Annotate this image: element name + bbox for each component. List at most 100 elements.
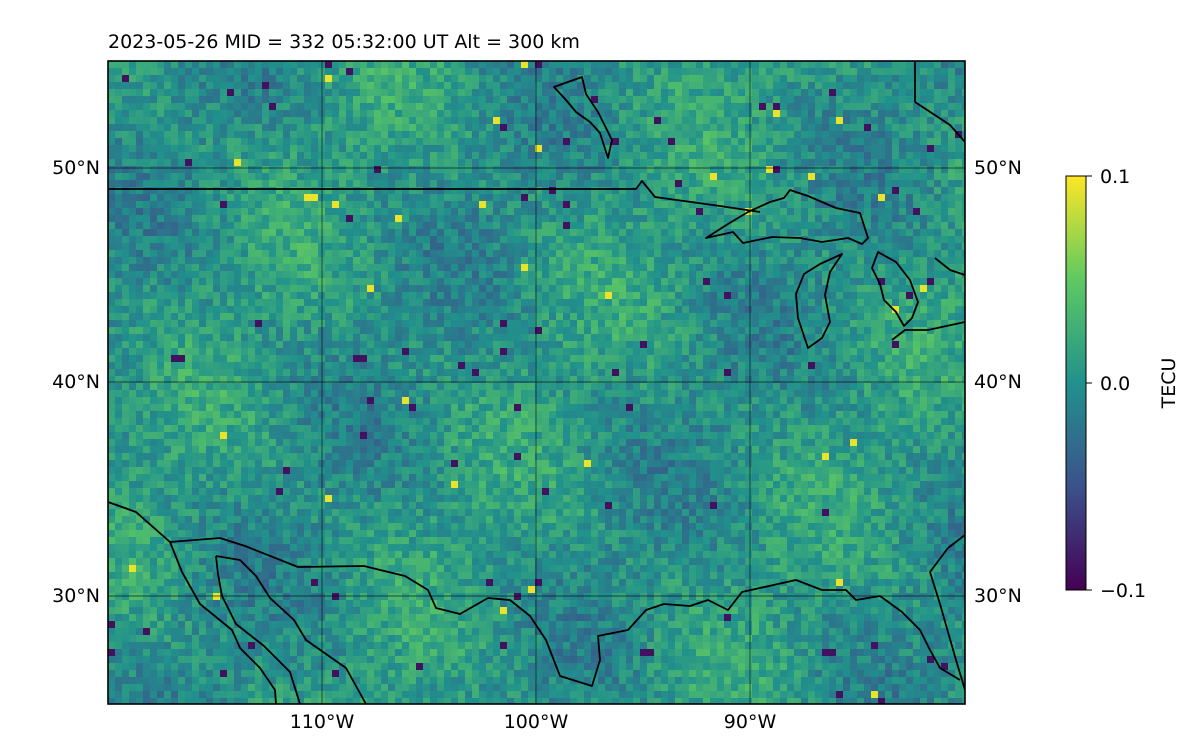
tec-cell xyxy=(290,215,297,222)
tec-cell xyxy=(122,61,129,68)
tec-cell xyxy=(549,131,556,138)
tec-cell xyxy=(794,194,801,201)
tec-cell xyxy=(339,152,346,159)
tec-cell xyxy=(752,278,759,285)
tec-cell xyxy=(542,215,549,222)
tec-cell xyxy=(885,180,892,187)
tec-cell xyxy=(899,327,906,334)
tec-cell xyxy=(717,194,724,201)
tec-cell xyxy=(899,117,906,124)
tec-cell xyxy=(612,166,619,173)
tec-cell xyxy=(171,292,178,299)
tec-cell xyxy=(829,124,836,131)
tec-cell xyxy=(157,145,164,152)
tec-cell xyxy=(206,166,213,173)
tec-cell xyxy=(752,215,759,222)
tec-cell xyxy=(955,299,962,306)
tec-cell xyxy=(885,75,892,82)
tec-cell xyxy=(577,257,584,264)
tec-cell xyxy=(521,243,528,250)
tec-cell xyxy=(423,110,430,117)
tec-cell xyxy=(185,61,192,68)
tec-cell xyxy=(276,327,283,334)
tec-cell xyxy=(745,82,752,89)
tec-cell xyxy=(346,68,353,75)
tec-cell xyxy=(941,208,948,215)
tec-cell xyxy=(808,152,815,159)
tec-cell xyxy=(591,82,598,89)
tec-cell xyxy=(584,250,591,257)
tec-cell xyxy=(115,278,122,285)
tec-cell xyxy=(402,236,409,243)
tec-cell xyxy=(115,292,122,299)
tec-cell xyxy=(626,117,633,124)
tec-cell xyxy=(136,299,143,306)
tec-cell xyxy=(717,96,724,103)
tec-cell xyxy=(143,327,150,334)
tec-cell xyxy=(661,208,668,215)
tec-cell xyxy=(731,292,738,299)
tec-cell xyxy=(430,327,437,334)
tec-cell xyxy=(633,236,640,243)
tec-cell xyxy=(304,320,311,327)
tec-cell xyxy=(423,250,430,257)
tec-cell xyxy=(668,271,675,278)
tec-cell xyxy=(542,313,549,320)
tec-cell xyxy=(227,285,234,292)
tec-cell xyxy=(920,61,927,68)
tec-cell xyxy=(920,229,927,236)
tec-cell xyxy=(815,75,822,82)
tec-cell xyxy=(654,208,661,215)
tec-cell xyxy=(801,89,808,96)
tec-cell xyxy=(542,145,549,152)
tec-cell xyxy=(885,82,892,89)
tec-cell xyxy=(290,117,297,124)
tec-cell xyxy=(556,327,563,334)
tec-cell xyxy=(199,236,206,243)
tec-cell xyxy=(955,68,962,75)
tec-cell xyxy=(605,264,612,271)
tec-cell xyxy=(577,320,584,327)
tec-cell xyxy=(794,243,801,250)
tec-cell xyxy=(346,180,353,187)
tec-cell xyxy=(171,173,178,180)
tec-cell xyxy=(675,222,682,229)
tec-cell xyxy=(829,320,836,327)
tec-cell xyxy=(738,250,745,257)
tec-cell xyxy=(332,201,339,208)
tec-cell xyxy=(668,131,675,138)
tec-cell xyxy=(409,285,416,292)
tec-cell xyxy=(395,215,402,222)
tec-cell xyxy=(339,96,346,103)
tec-cell xyxy=(437,222,444,229)
tec-cell xyxy=(157,68,164,75)
tec-cell xyxy=(822,103,829,110)
tec-cell xyxy=(542,61,549,68)
tec-cell xyxy=(528,173,535,180)
tec-cell xyxy=(871,201,878,208)
tec-cell xyxy=(591,145,598,152)
tec-cell xyxy=(598,61,605,68)
tec-cell xyxy=(108,194,115,201)
tec-cell xyxy=(801,138,808,145)
tec-cell xyxy=(598,110,605,117)
tec-cell xyxy=(773,229,780,236)
tec-cell xyxy=(759,96,766,103)
tec-cell xyxy=(871,194,878,201)
tec-cell xyxy=(395,250,402,257)
tec-cell xyxy=(493,61,500,68)
tec-cell xyxy=(360,138,367,145)
tec-cell xyxy=(353,187,360,194)
tec-cell xyxy=(773,215,780,222)
tec-cell xyxy=(479,243,486,250)
tec-cell xyxy=(486,243,493,250)
tec-cell xyxy=(472,194,479,201)
tec-cell xyxy=(479,229,486,236)
tec-cell xyxy=(206,271,213,278)
tec-cell xyxy=(528,327,535,334)
tec-cell xyxy=(787,75,794,82)
tec-cell xyxy=(710,285,717,292)
tec-cell xyxy=(745,243,752,250)
tec-cell xyxy=(563,152,570,159)
tec-cell xyxy=(318,166,325,173)
